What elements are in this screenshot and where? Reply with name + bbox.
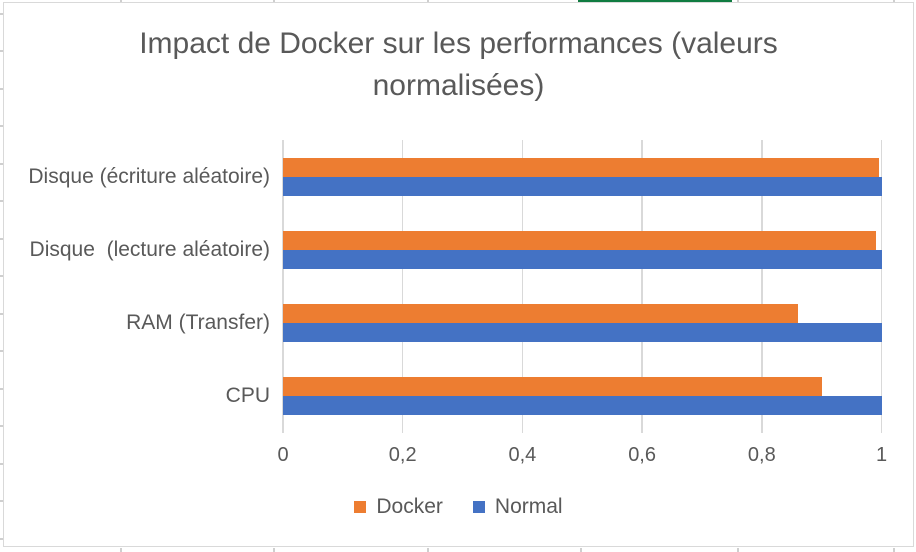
x-axis-tick-label[interactable]: 0,4 [508,444,537,466]
sheet-column-gridline [737,548,739,552]
bar-normal[interactable] [283,249,882,269]
bar-normal[interactable] [283,395,882,415]
sheet-column-gridline [427,548,429,552]
x-axis-tick-label[interactable]: 0,8 [747,444,776,466]
sheet-column-gridline [273,548,275,552]
sheet-row-gridline [0,88,3,90]
sheet-row-gridline [0,200,3,202]
category-axis-label[interactable]: Disque (lecture aléatoire) [29,237,270,261]
sheet-column-gridline [120,548,122,552]
chart-canvas[interactable]: Impact de Docker sur les performances (v… [3,2,914,547]
x-gridline [641,140,643,433]
x-gridline [761,140,763,433]
sheet-column-gridline [273,0,275,3]
sheet-column-gridline [893,548,895,552]
x-gridline [521,140,524,433]
sheet-selection-border [578,0,732,2]
sheet-row-gridline [0,350,3,352]
bar-docker[interactable] [283,157,879,177]
chart-title[interactable]: Impact de Docker sur les performances (v… [4,23,913,107]
sheet-row-gridline [0,500,3,502]
sheet-column-gridline [893,0,895,3]
bar-normal[interactable] [283,176,882,196]
sheet-row-gridline [0,163,3,165]
category-axis-label[interactable]: RAM (Transfer) [126,310,270,334]
legend-label: Docker [376,495,443,518]
chart-title-line2: normalisées) [372,69,545,102]
bar-docker[interactable] [283,230,876,250]
sheet-row-gridline [0,425,3,427]
sheet-column-gridline [737,0,739,3]
x-axis-tick-label[interactable]: 1 [875,444,888,466]
legend-item-normal[interactable]: Normal [472,495,563,519]
chart-title-line1: Impact de Docker sur les performances (v… [139,27,778,60]
bar-docker[interactable] [283,376,822,396]
sheet-row-gridline [0,463,3,465]
legend-swatch-icon [354,501,367,513]
x-gridline [880,140,883,433]
chart-legend[interactable]: Docker Normal [4,495,913,519]
legend-label: Normal [494,495,563,518]
sheet-column-gridline [120,0,122,3]
sheet-row-gridline [0,125,3,127]
legend-item-docker[interactable]: Docker [354,495,443,519]
category-axis-label[interactable]: CPU [225,383,270,407]
sheet-row-gridline [0,13,3,15]
x-gridline [401,140,404,433]
sheet-row-gridline [0,313,3,315]
x-axis-tick-label[interactable]: 0,2 [388,444,417,466]
bar-normal[interactable] [283,322,882,342]
sheet-row-gridline [0,388,3,390]
x-axis-tick-label[interactable]: 0 [277,444,289,466]
sheet-column-gridline [580,548,582,552]
sheet-row-gridline [0,50,3,52]
category-axis-label[interactable]: Disque (écriture aléatoire) [28,164,270,188]
x-axis-tick-label[interactable]: 0,6 [628,444,656,466]
x-gridline [282,140,284,433]
legend-swatch-icon [472,501,485,513]
sheet-row-gridline [0,275,3,277]
bar-docker[interactable] [283,303,798,323]
sheet-row-gridline [0,238,3,240]
sheet-column-gridline [427,0,429,3]
sheet-row-gridline [0,538,3,540]
